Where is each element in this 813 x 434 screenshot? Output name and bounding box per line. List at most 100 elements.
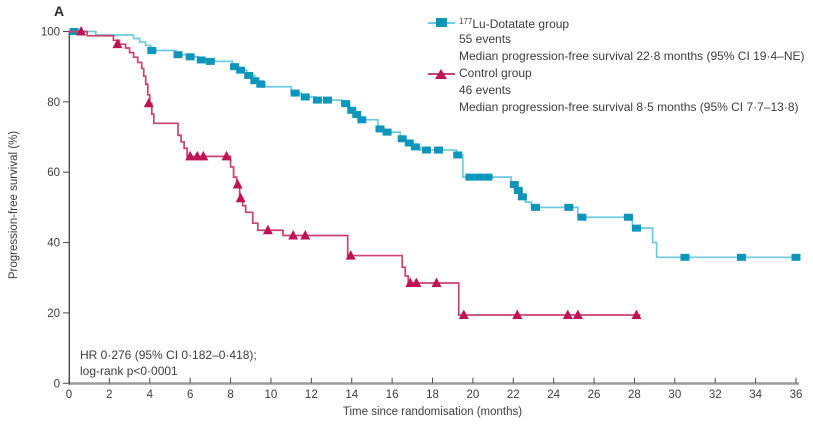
censor-mark-triangle (221, 150, 232, 161)
censor-mark-square (290, 89, 300, 97)
censor-mark-triangle (512, 309, 523, 320)
legend-control-events: 46 events (459, 83, 512, 97)
x-tick-label: 14 (345, 389, 358, 401)
censor-mark-square (421, 146, 431, 154)
y-tick-label: 100 (41, 27, 60, 39)
censor-mark-square (185, 53, 195, 61)
panel-label: A (54, 3, 65, 19)
lu177-legend-marker (428, 17, 455, 28)
censor-mark-triangle (198, 150, 209, 161)
censor-mark-square (791, 253, 801, 261)
x-tick-label: 16 (386, 389, 399, 401)
x-tick-label: 24 (547, 389, 560, 401)
censor-mark-triangle (572, 309, 583, 320)
censor-mark-square (352, 111, 362, 119)
censor-mark-triangle (458, 309, 469, 320)
x-tick-label: 6 (187, 389, 193, 401)
censor-mark-triangle (143, 97, 154, 108)
x-tick-label: 30 (668, 389, 681, 401)
censor-mark-triangle (185, 150, 196, 161)
censor-mark-triangle (431, 277, 442, 288)
censor-mark-square (623, 213, 633, 221)
censor-mark-square (173, 51, 183, 59)
censor-mark-square (631, 224, 641, 232)
censor-mark-square (465, 173, 475, 181)
x-tick-label: 0 (66, 389, 72, 401)
censor-mark-square (453, 151, 463, 159)
x-tick-label: 4 (147, 389, 154, 401)
censor-mark-square (250, 77, 260, 85)
censor-mark-triangle (76, 26, 87, 36)
x-tick-label: 26 (588, 389, 601, 401)
legend-label-control: Control group (459, 66, 532, 80)
x-tick-label: 2 (106, 389, 112, 401)
x-tick-label: 32 (709, 389, 722, 401)
censor-mark-square (236, 66, 246, 74)
x-tick-label: 36 (790, 389, 803, 401)
legend-lu177-events: 55 events (459, 32, 512, 46)
censor-mark-square (513, 186, 523, 194)
censor-mark-square (196, 56, 206, 64)
censor-mark-square (347, 106, 357, 114)
censor-mark-square (375, 125, 385, 133)
control-legend-marker (428, 68, 455, 79)
x-axis-title: Time since randomisation (months) (342, 406, 523, 418)
control-triangle-icon (435, 68, 447, 79)
legend-row-lu177: 177Lu-Dotatate group (428, 14, 805, 31)
x-tick-label: 18 (426, 389, 439, 401)
censor-mark-square (530, 203, 540, 211)
censor-mark-triangle (262, 224, 273, 235)
x-tick-label: 34 (749, 389, 762, 401)
y-tick-label: 40 (47, 238, 60, 250)
censor-mark-square (312, 96, 322, 104)
censor-mark-square (474, 173, 484, 181)
y-tick-label: 0 (54, 378, 60, 390)
censor-mark-square (577, 213, 587, 221)
censor-mark-triangle (288, 230, 299, 240)
x-tick-label: 20 (466, 389, 479, 401)
censor-mark-square (322, 96, 332, 104)
censor-mark-square (404, 139, 414, 147)
censor-mark-square (564, 203, 574, 211)
censor-mark-square (410, 143, 420, 151)
censor-mark-triangle (562, 309, 573, 320)
censor-mark-square (357, 116, 367, 124)
censor-mark-square (300, 93, 310, 101)
censor-mark-square (382, 128, 392, 136)
censor-mark-square (397, 135, 407, 143)
y-axis-title: Progression-free survival (%) (8, 130, 20, 280)
legend-control-median: Median progression-free survival 8·5 mon… (459, 100, 799, 114)
censor-mark-square (147, 46, 157, 54)
censor-mark-square (736, 253, 746, 261)
y-tick-label: 60 (47, 167, 60, 179)
x-tick-label: 22 (507, 389, 520, 401)
censor-mark-triangle (300, 230, 311, 240)
censor-mark-square (230, 63, 240, 71)
censor-mark-square (680, 253, 690, 261)
legend-label-lu177: 177Lu-Dotatate group (459, 16, 570, 31)
x-tick-label: 12 (305, 389, 318, 401)
x-tick-label: 8 (227, 389, 233, 401)
censor-mark-triangle (232, 179, 243, 189)
x-tick-label: 28 (628, 389, 641, 401)
lu177-square-icon (436, 18, 447, 27)
censor-mark-square (483, 173, 493, 181)
censor-mark-triangle (345, 250, 356, 260)
censor-mark-square (205, 57, 215, 65)
legend-row-control: Control group (428, 65, 805, 82)
censor-mark-square (341, 100, 351, 108)
isotope-superscript: 177 (459, 16, 473, 26)
legend-lu177-median: Median progression-free survival 22·8 mo… (459, 49, 805, 63)
censor-mark-square (244, 71, 254, 79)
legend: 177Lu-Dotatate group 55 events Median pr… (428, 14, 805, 116)
censor-mark-triangle (112, 38, 123, 49)
y-tick-label: 20 (47, 308, 60, 320)
censor-mark-square (509, 181, 519, 189)
censor-mark-triangle (631, 309, 642, 320)
censor-mark-square (517, 193, 527, 201)
logrank-line: log-rank p<0·0001 (80, 364, 178, 378)
censor-mark-square (434, 146, 444, 154)
censor-mark-triangle (235, 192, 246, 203)
